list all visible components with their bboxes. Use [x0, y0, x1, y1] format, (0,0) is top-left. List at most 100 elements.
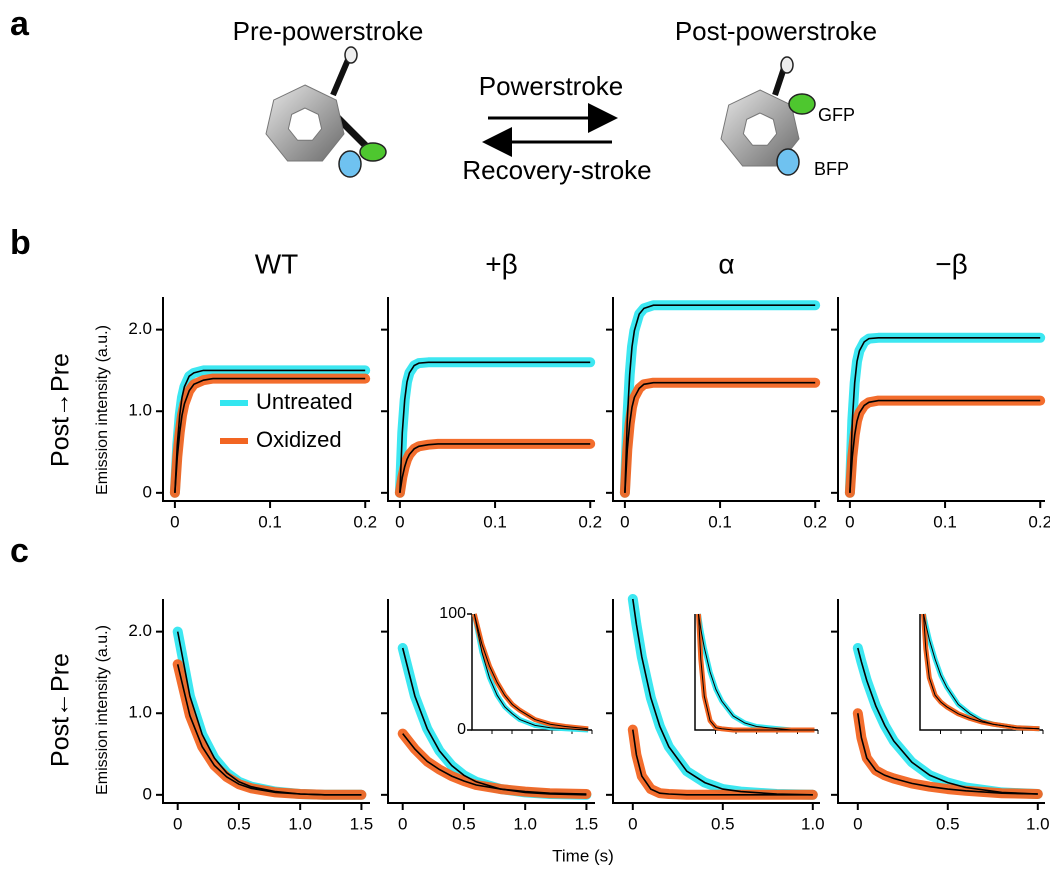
arrow-label: Recovery-stroke [462, 155, 651, 185]
panel-label: b [10, 224, 31, 262]
y-tick-label: 2.0 [128, 319, 152, 338]
fit-line [624, 381, 816, 493]
axis-line [612, 297, 820, 502]
row-label: Post←Pre [47, 653, 75, 767]
inset-trace [921, 613, 1040, 732]
fit-line [174, 377, 366, 493]
x-tick-label: 0.5 [227, 814, 251, 833]
column-title: WT [255, 248, 299, 279]
row-label: Post→Pre [47, 353, 75, 467]
fit-line [857, 647, 1038, 795]
x-tick-label: 0.5 [711, 814, 735, 833]
trace [844, 395, 1046, 498]
axis-line [837, 599, 1045, 804]
column-title: α [718, 248, 734, 279]
plot-area [619, 300, 821, 498]
y-tick-label: 0 [143, 784, 152, 803]
x-tick-label: 1.5 [575, 814, 599, 833]
inset-fit [923, 613, 1040, 730]
trace [619, 300, 821, 498]
plot-area [627, 594, 818, 800]
trace [397, 643, 592, 800]
inset-trace [696, 613, 815, 733]
x-tick-label: 0 [620, 512, 629, 531]
state-label: Pre-powerstroke [233, 16, 424, 46]
x-tick-label: 0.2 [1028, 512, 1050, 531]
x-tick-label: 1.0 [1026, 814, 1050, 833]
fit-line [401, 647, 587, 796]
inset-fit [698, 613, 815, 731]
x-tick-label: 1.0 [288, 814, 312, 833]
fit-line [624, 304, 816, 493]
arrow-label: Powerstroke [479, 71, 624, 101]
x-tick-label: 0 [853, 814, 862, 833]
trace [394, 357, 596, 498]
x-tick-label: 0 [628, 814, 637, 833]
axis-line [837, 297, 1045, 502]
x-tick-label: 0 [173, 814, 182, 833]
fit-line [857, 713, 1038, 795]
inset-axis [694, 614, 818, 731]
x-tick-label: 1.5 [350, 814, 374, 833]
axis-line [162, 297, 370, 502]
axis-line [387, 297, 595, 502]
inset-fit [698, 613, 815, 731]
motor-pre [265, 46, 387, 178]
x-tick-label: 0.5 [452, 814, 476, 833]
y-tick-label: 0 [143, 482, 152, 501]
trace [172, 626, 367, 800]
inset-y-tick-label: 100 [439, 605, 466, 622]
y-tick-label: 2.0 [128, 621, 152, 640]
x-tick-label: 0 [170, 512, 179, 531]
y-axis-title: Emission intensity (a.u.) [94, 625, 111, 795]
plot-area [852, 643, 1043, 799]
x-tick-label: 0.2 [353, 512, 377, 531]
trace [619, 377, 821, 498]
legend-label: Oxidized [256, 427, 342, 452]
fit-line [402, 733, 587, 795]
x-tick-label: 0.1 [708, 512, 732, 531]
fit-line [399, 361, 591, 493]
axis-line [612, 599, 820, 804]
trace [844, 332, 1046, 498]
x-axis-title: Time (s) [552, 846, 614, 865]
x-tick-label: 0 [395, 512, 404, 531]
x-tick-label: 0.1 [258, 512, 282, 531]
fit-line [632, 598, 813, 796]
x-tick-label: 1.0 [801, 814, 825, 833]
x-tick-label: 0 [398, 814, 407, 833]
panel-label: a [10, 5, 30, 43]
inset-trace [696, 613, 815, 733]
trace [627, 594, 818, 800]
column-title: −β [935, 248, 967, 279]
fit-line [849, 399, 1041, 493]
plot-area [844, 332, 1046, 498]
inset-trace [471, 613, 589, 732]
column-title: +β [485, 248, 517, 279]
y-tick-label: 1.0 [128, 703, 152, 722]
fit-line [849, 337, 1041, 493]
legend-label: Untreated [256, 389, 353, 414]
x-tick-label: 1.0 [513, 814, 537, 833]
plot-area [172, 626, 367, 800]
motor-post [720, 56, 816, 176]
x-tick-label: 0.2 [803, 512, 827, 531]
x-tick-label: 0.1 [483, 512, 507, 531]
inset-fit [473, 613, 589, 730]
inset-y-tick-label: 0 [457, 721, 466, 738]
inset-fit [473, 613, 589, 731]
x-tick-label: 0.1 [933, 512, 957, 531]
bfp-label: BFP [814, 159, 849, 179]
plot-area [397, 643, 592, 800]
panel-label: c [10, 532, 29, 570]
state-label: Post-powerstroke [675, 16, 877, 46]
fit-line [176, 664, 362, 796]
y-tick-label: 1.0 [128, 401, 152, 420]
plot-area [169, 365, 371, 498]
diagram: Pre-powerstroke Post-powerstroke GFP BFP… [233, 16, 878, 185]
x-tick-label: 0.5 [936, 814, 960, 833]
fit-line [176, 631, 362, 796]
y-axis-title: Emission intensity (a.u.) [94, 325, 111, 495]
plot-area [394, 357, 596, 498]
